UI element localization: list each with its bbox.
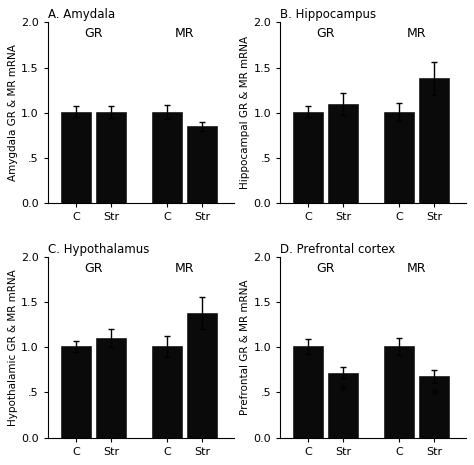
Bar [419,376,449,438]
Bar [419,79,449,203]
Bar [293,346,323,438]
Bar [293,112,323,203]
Bar [96,112,126,203]
Text: GR: GR [316,262,335,275]
Bar [61,112,91,203]
Text: D. Prefrontal cortex: D. Prefrontal cortex [280,243,395,256]
Bar [61,346,91,438]
Y-axis label: Hypothalamic GR & MR mRNA: Hypothalamic GR & MR mRNA [9,269,18,426]
Text: MR: MR [407,262,427,275]
Y-axis label: Amygdala GR & MR mRNA: Amygdala GR & MR mRNA [9,44,18,181]
Bar [187,313,217,438]
Bar [384,346,414,438]
Bar [384,112,414,203]
Text: MR: MR [407,27,427,40]
Text: GR: GR [84,262,103,275]
Text: MR: MR [175,27,194,40]
Bar [328,104,358,203]
Text: *: * [339,383,347,400]
Bar [96,339,126,438]
Text: A. Amydala: A. Amydala [48,8,115,21]
Y-axis label: Prefrontal GR & MR mRNA: Prefrontal GR & MR mRNA [240,279,250,415]
Text: C. Hypothalamus: C. Hypothalamus [48,243,149,256]
Text: MR: MR [175,262,194,275]
Text: GR: GR [316,27,335,40]
Bar [152,112,182,203]
Text: B. Hippocampus: B. Hippocampus [280,8,376,21]
Y-axis label: Hippocampal GR & MR mRNA: Hippocampal GR & MR mRNA [240,36,250,189]
Bar [187,126,217,203]
Text: *: * [430,387,438,405]
Bar [152,346,182,438]
Bar [328,372,358,438]
Text: GR: GR [84,27,103,40]
